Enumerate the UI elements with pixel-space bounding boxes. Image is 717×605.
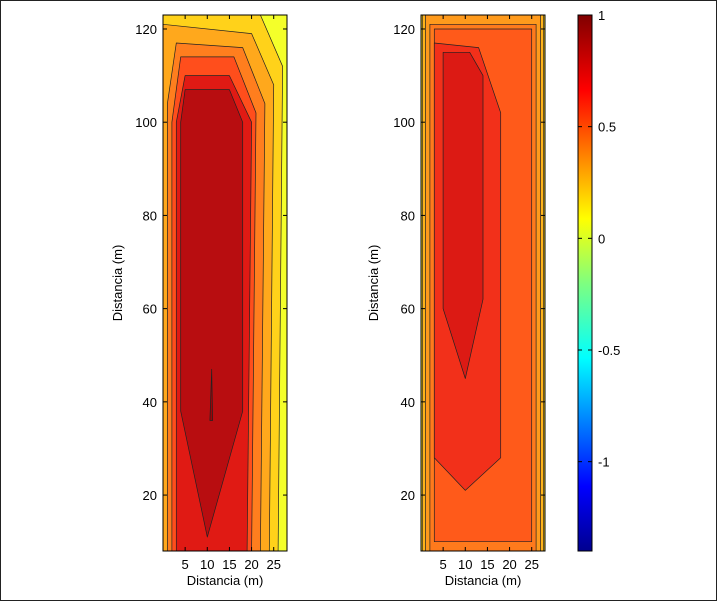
right-x-tick-label: 25: [524, 557, 538, 572]
right-contour-level-6: [442, 51, 484, 379]
right-x-tick-label: 20: [502, 557, 516, 572]
left-y-tick-label: 80: [143, 208, 157, 223]
left-contour-level-7: [209, 368, 213, 421]
right-x-axis-label: Distancia (m): [445, 573, 522, 588]
colorbar-ticks: 1 0.5 0 -0.5 -1: [578, 8, 620, 470]
colorbar-tick-label: 0.5: [598, 120, 616, 135]
colorbar-tick-label: 0: [598, 231, 605, 246]
right-contour-fills: [421, 15, 545, 551]
right-y-tick-label: 120: [393, 22, 415, 37]
right-y-tick-label: 40: [401, 395, 415, 410]
left-x-tick-label: 15: [222, 557, 236, 572]
colorbar-tick-label: -0.5: [598, 343, 620, 358]
right-x-ticks: 5 10 15 20 25: [440, 15, 539, 572]
colorbar-gradient: [577, 14, 593, 552]
right-x-tick-label: 10: [458, 557, 472, 572]
colorbar-tick-label: -1: [598, 455, 610, 470]
right-y-ticks: 20 40 60 80 100 120: [393, 22, 545, 503]
right-x-tick-label: 15: [480, 557, 494, 572]
left-x-tick-label: 25: [266, 557, 280, 572]
right-y-tick-label: 100: [393, 115, 415, 130]
left-y-axis-label: Distancia (m): [110, 245, 125, 322]
right-y-tick-label: 20: [401, 488, 415, 503]
left-contour-level-6: [180, 89, 244, 538]
left-x-axis-label: Distancia (m): [187, 573, 264, 588]
right-y-tick-label: 80: [401, 208, 415, 223]
right-contour-panel: 5 10 15 20 25 20 40 60 80 100 120 Distancia (m) D…: [366, 14, 546, 588]
left-contour-fills: [163, 15, 287, 551]
left-y-tick-label: 100: [135, 115, 157, 130]
left-contour-panel: 5 10 15 20 25 20 40 60 80 100 120 Distancia (m) D…: [110, 14, 288, 588]
colorbar: 1 0.5 0 -0.5 -1: [577, 8, 620, 552]
left-axes-box: [162, 14, 288, 552]
right-axes-box: [420, 14, 546, 552]
left-y-tick-label: 60: [143, 302, 157, 317]
left-x-tick-label: 5: [182, 557, 189, 572]
colorbar-tick-label: 1: [598, 8, 605, 23]
right-y-tick-label: 60: [401, 302, 415, 317]
left-y-tick-label: 20: [143, 488, 157, 503]
right-y-axis-label: Distancia (m): [366, 245, 381, 322]
left-x-tick-label: 10: [200, 557, 214, 572]
left-x-ticks: 5 10 15 20 25: [182, 15, 281, 572]
left-y-tick-label: 120: [135, 22, 157, 37]
left-x-tick-label: 20: [244, 557, 258, 572]
right-x-tick-label: 5: [440, 557, 447, 572]
left-y-ticks: 20 40 60 80 100 120: [135, 22, 287, 503]
left-y-tick-label: 40: [143, 395, 157, 410]
